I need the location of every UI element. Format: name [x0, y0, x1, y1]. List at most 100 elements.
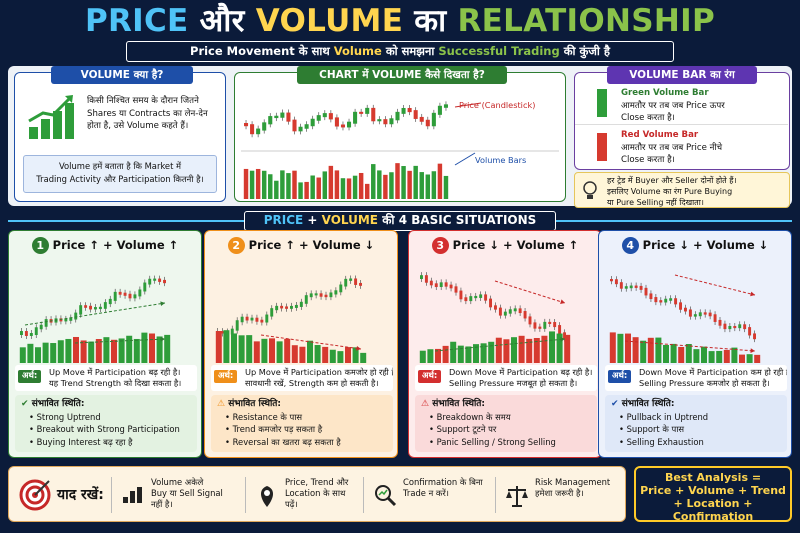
candle-body: [153, 278, 157, 281]
candle-body: [703, 312, 707, 315]
volume-bar: [249, 170, 255, 199]
trend-arrow-head: [160, 301, 165, 307]
candle-body: [103, 302, 107, 309]
volume-bar: [261, 338, 268, 363]
meaning-line: Selling Pressure मजबूत हो सकता है।: [449, 378, 578, 388]
candle-body: [371, 107, 376, 122]
meaning-box: अर्थ: Up Move में Participation कमजोर हो …: [211, 365, 393, 391]
volume-bar: [345, 347, 351, 363]
volume-note-line: Trading Activity और Participation कितनी …: [36, 173, 204, 184]
situation-number: 1: [31, 237, 49, 254]
candle-body: [319, 293, 323, 297]
candle-body: [148, 278, 152, 285]
volume-bar: [80, 340, 87, 363]
trend-arrow-head: [560, 299, 565, 304]
meaning-label: अर्थ:: [608, 370, 632, 383]
candle-body: [474, 295, 478, 299]
candle-body: [419, 116, 424, 122]
candle-body: [518, 308, 522, 314]
volume-bar: [663, 344, 669, 363]
candle-body: [250, 124, 255, 135]
volume-bar: [609, 332, 616, 363]
growth-bars-icon: [28, 95, 74, 139]
situation-number: 4: [621, 237, 639, 254]
status-point: Buying Interest बढ़ रहा है: [29, 436, 191, 449]
best-analysis-line: Best Analysis =: [664, 471, 762, 484]
volume-bar: [57, 340, 64, 363]
candle-body: [425, 119, 430, 127]
volume-bar: [298, 182, 303, 199]
trend-arrow-line: [494, 280, 566, 304]
volume-bar: [35, 347, 41, 363]
volume-bar: [334, 170, 340, 199]
volume-bar: [340, 178, 346, 199]
candle-body: [347, 121, 352, 128]
volume-bar: [322, 171, 328, 199]
volume-bar: [443, 175, 449, 199]
candle-body: [498, 307, 502, 316]
candle-body: [108, 298, 112, 305]
candle-body: [619, 282, 623, 289]
situation-chart: [215, 275, 367, 363]
status-point: Breakout with Strong Participation: [29, 423, 191, 436]
volume-bar: [238, 335, 245, 363]
volume-bar: [457, 345, 464, 363]
candle-body: [275, 305, 279, 311]
meaning-label: अर्थ:: [418, 370, 442, 383]
target-icon: [19, 479, 51, 511]
remember-text: हमेशा जरूरी है।: [535, 488, 584, 498]
candle-body: [753, 333, 756, 340]
candle-body: [444, 282, 448, 287]
volume-bar: [310, 175, 315, 199]
volume-bar: [731, 347, 738, 363]
trend-arrow-line: [434, 338, 566, 352]
status-title-text: संभावित स्थिति:: [621, 399, 675, 409]
candle-body: [698, 312, 702, 317]
title-word-aur: और: [188, 3, 256, 39]
volume-bar: [133, 338, 140, 363]
volume-bar: [437, 163, 443, 199]
status-title: ✔ संभावित स्थिति:: [611, 398, 781, 411]
possible-status-box: ✔ संभावित स्थिति: Pullback in UptrendSup…: [605, 395, 787, 452]
candle-body: [614, 279, 618, 285]
candle-body: [644, 287, 648, 296]
candle-body: [334, 290, 338, 295]
volume-bar: [435, 348, 441, 363]
meaning-line: Up Move में Participation बढ़ रही है।: [49, 367, 181, 377]
candle-body: [304, 124, 309, 129]
volume-bar: [276, 341, 283, 363]
candle-body: [255, 317, 259, 322]
status-title-text: संभावित स्थिति:: [31, 399, 85, 409]
green-bar-text: Close करता है।: [621, 113, 675, 123]
candle-body: [286, 112, 291, 122]
candle-body: [79, 305, 83, 315]
candle-body: [299, 301, 303, 307]
volume-bar: [215, 331, 222, 363]
volume-bar: [701, 346, 707, 363]
volume-bar: [632, 337, 639, 363]
candle-body: [314, 293, 318, 296]
volume-bar: [304, 181, 309, 199]
volume-bar: [503, 339, 510, 363]
candle-body: [748, 327, 752, 336]
volume-definition-line: Shares या Contracts का लेन-देन: [87, 108, 208, 119]
status-point: Support के पास: [619, 423, 781, 436]
candle-body: [44, 319, 48, 327]
candle-body: [292, 119, 297, 132]
candle-body: [439, 282, 443, 288]
volume-bar: [640, 340, 647, 363]
red-bar-title: Red Volume Bar: [621, 130, 699, 140]
candle-body: [280, 112, 285, 118]
candle-body: [262, 122, 267, 131]
volume-bar: [65, 338, 72, 363]
title-word-ka: का: [403, 3, 458, 39]
warning-icon: ⚠: [217, 399, 226, 409]
candle-body: [420, 275, 423, 279]
volume-bar: [149, 333, 155, 363]
candle-body: [359, 282, 362, 286]
volume-note-line: Volume हमें बताता है कि Market में: [58, 161, 182, 171]
meaning-box: अर्थ: Down Move में Participation बढ़ रही…: [415, 365, 597, 391]
candle-body: [459, 290, 463, 300]
candle-body: [260, 319, 264, 323]
remember-panel: याद रखें: Volume अकेले Buy या Sell Signal…: [8, 466, 626, 522]
